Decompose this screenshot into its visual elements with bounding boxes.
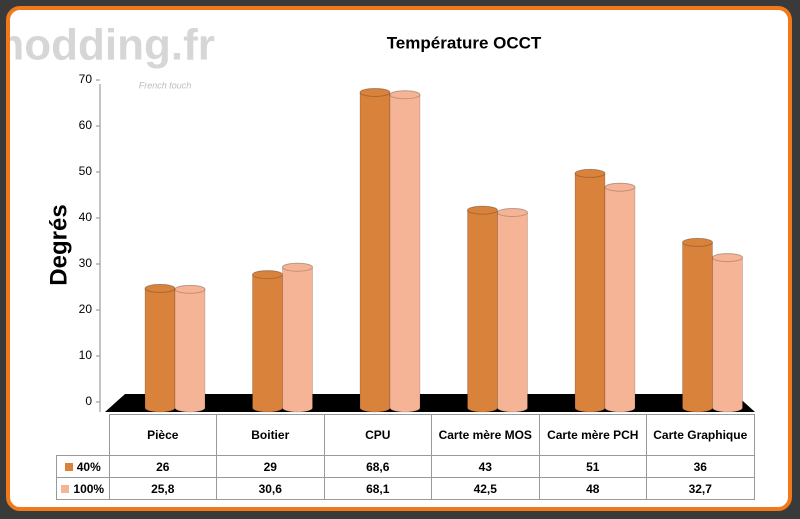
watermark-brand: modding.fr <box>10 21 215 70</box>
category-cell: Pièce <box>108 414 217 456</box>
bar-cap <box>144 283 176 293</box>
bar-cap <box>497 208 528 217</box>
y-tick-label: 30 <box>79 256 93 270</box>
value-cell-text: 48 <box>586 481 600 496</box>
bar-cap <box>682 237 713 247</box>
watermark-tagline: French touch <box>139 80 192 90</box>
category-cell: CPU <box>323 414 432 456</box>
y-tick-label: 0 <box>85 394 92 408</box>
bar-cap <box>282 262 313 272</box>
table-row: 100% 25,8 30,6 68,1 42,5 48 32,7 <box>56 477 755 500</box>
value-cell: 30,6 <box>216 477 325 500</box>
legend-swatch <box>61 484 70 493</box>
value-cell: 68,6 <box>323 455 432 478</box>
value-cell: 68,1 <box>323 477 432 500</box>
category-cell-text: CPU <box>365 428 391 442</box>
bar <box>574 168 606 413</box>
data-table: Pièce Boitier CPU Carte mère MOS Carte mère … <box>56 414 755 500</box>
legend-swatch <box>64 462 73 471</box>
bar-cap <box>359 87 391 97</box>
category-cell-text: Carte mère MOS <box>438 428 532 442</box>
value-cell: 26 <box>108 455 217 478</box>
bar <box>467 205 498 413</box>
legend-label: 40% <box>76 459 101 474</box>
y-tick-label: 10 <box>79 348 93 362</box>
value-cell-text: 43 <box>478 459 492 474</box>
bar <box>682 237 713 413</box>
bar-cap <box>712 253 743 263</box>
legend-cell: 40% <box>56 455 110 478</box>
category-cell-text: Boitier <box>251 428 290 442</box>
bar <box>712 253 743 413</box>
bar <box>174 284 206 413</box>
category-cell-text: Carte mère PCH <box>547 428 639 442</box>
value-cell: 51 <box>538 455 647 478</box>
chart-title: Température OCCT <box>387 33 542 52</box>
bar-cap <box>389 90 421 100</box>
legend-label: 100% <box>73 481 105 496</box>
table-row: 40% 26 29 68,6 43 51 36 <box>56 455 755 478</box>
value-cell-text: 36 <box>693 459 707 474</box>
bar-cap <box>604 182 636 192</box>
value-cell-text: 25,8 <box>151 481 175 496</box>
value-cell: 32,7 <box>646 477 755 500</box>
value-cell-text: 42,5 <box>473 481 497 496</box>
legend-cell: 100% <box>56 477 110 500</box>
bar <box>359 87 391 413</box>
bar <box>389 90 421 413</box>
category-cell: Carte mère MOS <box>431 414 540 456</box>
chart-frame: modding.fr French touch Température OCCT… <box>6 6 792 511</box>
bar-cap <box>574 168 606 178</box>
y-tick-label: 20 <box>79 302 93 316</box>
value-cell: 36 <box>646 455 755 478</box>
bar <box>604 182 636 413</box>
y-axis-label: Degrés <box>45 204 72 285</box>
value-cell-text: 29 <box>263 459 277 474</box>
bar-cap <box>174 284 206 294</box>
category-cell-text: Pièce <box>147 428 179 442</box>
value-cell-text: 30,6 <box>258 481 282 496</box>
y-tick-label: 40 <box>79 210 93 224</box>
value-cell-text: 51 <box>586 459 600 474</box>
bar-cap <box>252 270 283 280</box>
bar <box>497 208 528 413</box>
table-header: Pièce Boitier CPU Carte mère MOS Carte mère … <box>57 414 755 456</box>
bar <box>144 283 176 413</box>
value-cell-text: 68,1 <box>366 481 390 496</box>
value-cell: 48 <box>538 477 647 500</box>
value-cell-text: 68,6 <box>366 459 390 474</box>
bar-cap <box>467 205 498 215</box>
value-cell-text: 26 <box>156 459 170 474</box>
bar <box>282 262 313 413</box>
value-cell-text: 32,7 <box>688 481 712 496</box>
y-tick-label: 60 <box>79 118 93 132</box>
y-tick-label: 50 <box>79 164 93 178</box>
category-cell: Carte Graphique <box>646 414 755 456</box>
value-cell: 25,8 <box>108 477 217 500</box>
category-cell: Carte mère PCH <box>538 414 647 456</box>
value-cell: 43 <box>431 455 540 478</box>
corner-cell <box>57 415 110 456</box>
value-cell: 42,5 <box>431 477 540 500</box>
value-cell: 29 <box>216 455 325 478</box>
y-tick-label: 70 <box>79 72 93 86</box>
chart: modding.fr French touch Température OCCT… <box>10 21 755 413</box>
category-cell: Boitier <box>216 414 325 456</box>
category-cell-text: Carte Graphique <box>653 428 748 442</box>
bar <box>252 270 283 413</box>
